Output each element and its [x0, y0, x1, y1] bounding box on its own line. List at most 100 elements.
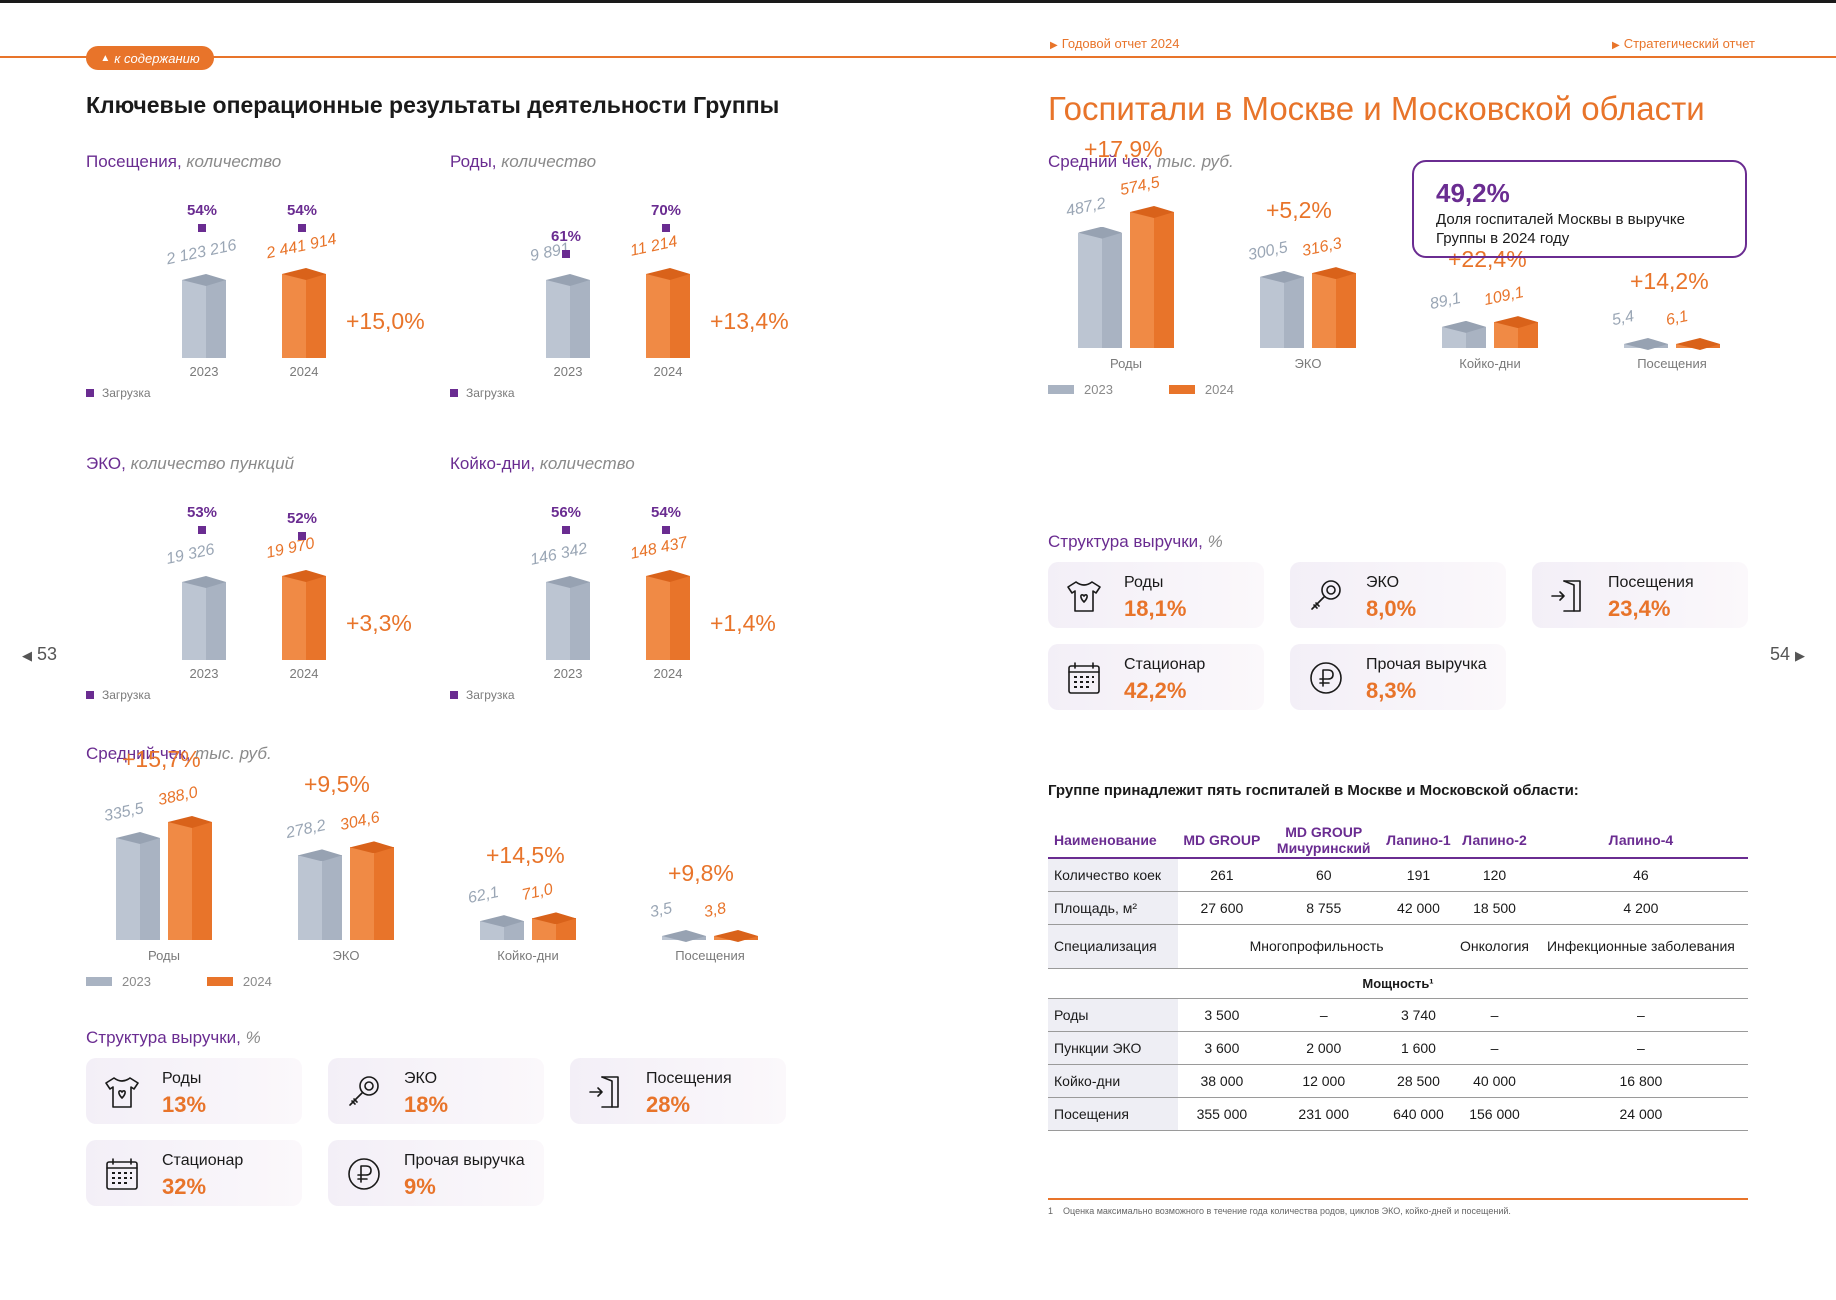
- bar-value: 71,0: [520, 881, 555, 905]
- table-cell: Инфекционные заболевания: [1533, 924, 1748, 969]
- revenue-label: Посещения: [646, 1070, 732, 1087]
- annual-report-link[interactable]: ▶ Годовой отчет 2024: [1050, 36, 1180, 51]
- next-page-button[interactable]: 54 ▶: [1770, 644, 1806, 664]
- revenue-value: 8,0%: [1366, 596, 1417, 621]
- chart-unit: тыс. руб.: [1152, 152, 1234, 171]
- revenue-label: Прочая выручка: [404, 1152, 525, 1169]
- bar-2024-front: [1312, 273, 1336, 348]
- revenue-card: Роды 18,1%: [1048, 562, 1264, 628]
- table-cell: –: [1455, 998, 1534, 1032]
- bar-2024-front: [282, 576, 306, 660]
- prev-page-button[interactable]: ◀ 53: [22, 644, 58, 664]
- table-row: Посещения 355 000 231 000 640 000 156 000 24 …: [1048, 1097, 1748, 1131]
- header-cell: Лапино-1: [1381, 822, 1456, 859]
- table-cell: –: [1533, 998, 1748, 1032]
- table-cell: 60: [1265, 858, 1382, 892]
- table-cell: 28 500: [1381, 1064, 1456, 1098]
- bar-value: 89,1: [1428, 289, 1463, 313]
- bar-2023: [1624, 338, 1668, 350]
- strategic-report-link[interactable]: ▶ Стратегический отчет: [1612, 36, 1756, 51]
- left-revenue-title: Структура выручки, %: [86, 1028, 261, 1048]
- year-label: 2024: [653, 666, 683, 681]
- table-subheader-row: Мощность¹: [1048, 968, 1748, 999]
- table-cell: 38 000: [1178, 1064, 1266, 1098]
- bar-2023: [480, 915, 524, 940]
- bar-2023-side: [570, 582, 590, 660]
- bar-2023-side: [322, 855, 342, 940]
- bar-2024-top: [1676, 338, 1720, 350]
- bar-value: 3,8: [702, 899, 728, 922]
- table-cell: 4 200: [1533, 891, 1748, 925]
- load-marker: [198, 526, 206, 534]
- load-percent: 61%: [550, 228, 582, 245]
- revenue-card: Прочая выручка 8,3%: [1290, 644, 1506, 710]
- revenue-card: Роды 13%: [86, 1058, 302, 1124]
- growth-value: +13,4%: [710, 308, 789, 334]
- category-label: Посещения: [675, 948, 745, 963]
- power-subheader: Мощность¹: [1048, 968, 1748, 999]
- table-row: Площадь, м² 27 600 8 755 42 000 18 500 4 200: [1048, 891, 1748, 925]
- header-cell: Наименование: [1048, 822, 1178, 859]
- bar-2023: [182, 274, 226, 358]
- ruble-icon: [1306, 658, 1346, 698]
- bar-2024: [282, 268, 326, 358]
- toc-button[interactable]: ▲ к содержанию: [86, 46, 214, 70]
- row-label: Площадь, м²: [1048, 891, 1178, 925]
- chart-title-text: Койко-дни,: [450, 454, 536, 473]
- table-cell: –: [1455, 1031, 1534, 1065]
- table-cell: 2 000: [1265, 1031, 1382, 1065]
- table-row: Роды 3 500–3 740– –: [1048, 998, 1748, 1032]
- header-cell: MD GROUP: [1178, 822, 1266, 859]
- bar-2023-side: [140, 837, 160, 940]
- bar-2023: [1078, 226, 1122, 348]
- bar-2023-top: [662, 930, 706, 942]
- bar-2023-side: [1102, 232, 1122, 348]
- right-triangle-icon: ▶: [1795, 648, 1806, 663]
- table-cell: 355 000: [1178, 1097, 1266, 1131]
- growth-value: +3,3%: [346, 610, 412, 636]
- legend-marker: [450, 691, 458, 699]
- category-label: Роды: [1110, 356, 1142, 371]
- table-row: Койко-дни 38 000 12 000 28 500 40 000 16 800: [1048, 1064, 1748, 1098]
- load-marker: [298, 532, 306, 540]
- page-title-right: Госпитали в Москве и Московской области: [1048, 90, 1705, 127]
- bar-value: 19 326: [164, 541, 217, 568]
- table-cell: 156 000: [1455, 1097, 1534, 1131]
- load-percent: 54%: [186, 202, 218, 219]
- bar-2023-side: [504, 921, 524, 940]
- category-label: Койко-дни: [497, 948, 559, 963]
- bar-2023-front: [182, 582, 206, 660]
- load-marker: [662, 526, 670, 534]
- legend-label: 2023: [1084, 382, 1113, 397]
- bar-2024-side: [306, 576, 326, 660]
- moscow-share-value: 49,2%: [1436, 178, 1510, 208]
- revenue-value: 32%: [162, 1174, 207, 1199]
- legend-swatch-2024: [206, 977, 233, 986]
- bar-2023-front: [480, 921, 504, 940]
- table-cell: 8 755: [1265, 891, 1382, 925]
- chart-unit: количество: [496, 152, 597, 171]
- bar-value: 574,5: [1118, 174, 1162, 199]
- calendar-icon: [1064, 658, 1104, 698]
- legend-label: Загрузка: [102, 688, 151, 702]
- table-cell: 27 600: [1178, 891, 1266, 925]
- table-row: Пункции ЭКО 3 600 2 000 1 600– –: [1048, 1031, 1748, 1065]
- bar-2023-side: [1466, 326, 1486, 348]
- footnote: 1 Оценка максимально возможного в течени…: [1048, 1206, 1511, 1216]
- bar-2024-front: [646, 576, 670, 660]
- table-cell: 1 600: [1381, 1031, 1456, 1065]
- bar-value: 62,1: [466, 884, 501, 908]
- bar-2024: [1494, 316, 1538, 348]
- legend-marker: [86, 691, 94, 699]
- table-cell: 24 000: [1533, 1097, 1748, 1131]
- bar-2023: [662, 930, 706, 942]
- chart-title-text: Посещения,: [86, 152, 182, 171]
- header-rule: [0, 56, 1836, 58]
- bar-2024: [714, 930, 758, 942]
- bar-2024: [1676, 338, 1720, 350]
- growth-value: +15,0%: [346, 308, 425, 334]
- growth-value: +9,5%: [304, 771, 370, 798]
- bar-2024: [646, 268, 690, 358]
- revenue-card: Стационар 42,2%: [1048, 644, 1264, 710]
- load-legend: Загрузка: [450, 688, 515, 702]
